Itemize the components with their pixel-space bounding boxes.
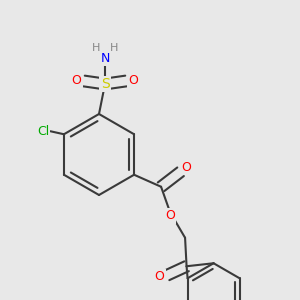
Text: O: O <box>182 161 191 174</box>
Text: O: O <box>129 74 138 88</box>
Text: Cl: Cl <box>37 125 49 138</box>
Text: N: N <box>100 52 110 65</box>
Text: H: H <box>110 43 118 53</box>
Text: H: H <box>92 43 100 53</box>
Text: O: O <box>165 209 175 222</box>
Text: O: O <box>72 74 81 88</box>
Text: S: S <box>100 77 109 91</box>
Text: O: O <box>154 270 164 283</box>
